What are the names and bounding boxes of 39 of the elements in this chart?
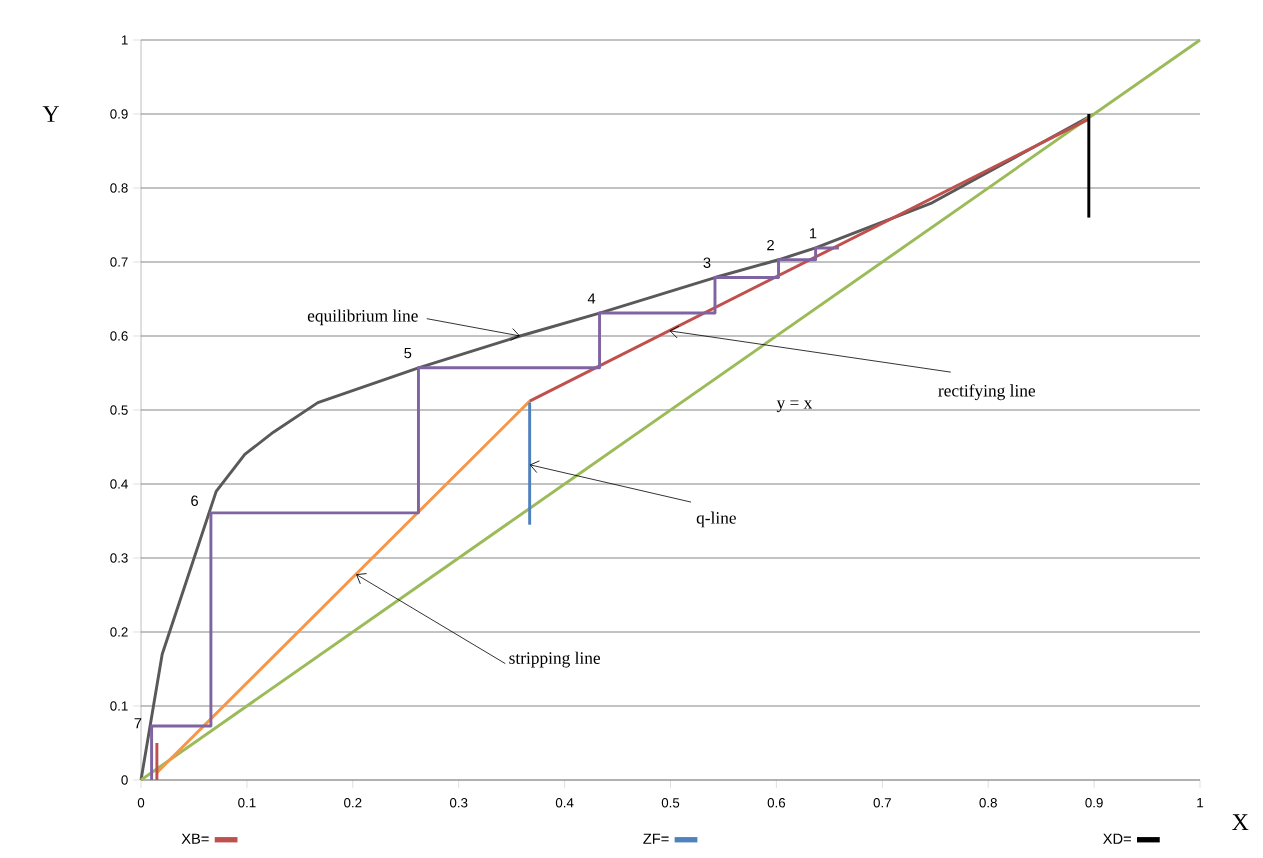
x-tick-label: 0.8	[979, 798, 997, 808]
y-tick-label: 0.8	[110, 183, 128, 193]
y-tick-label: 0.6	[110, 331, 128, 341]
x-tick-label: 0.3	[449, 798, 468, 808]
annotation: 6	[191, 495, 198, 506]
x-tick-label: 1	[1197, 798, 1204, 808]
annotation: 1	[809, 228, 817, 239]
y-tick-label: 0.5	[110, 405, 128, 415]
annotation: 2	[767, 239, 774, 251]
annotation: q-line	[696, 511, 736, 528]
y-tick-label: 0.7	[110, 257, 128, 267]
annotation: rectifying line	[938, 384, 1036, 401]
annotation: equilibrium line	[307, 309, 418, 326]
legend-label: XD=	[1103, 833, 1131, 844]
y-tick-label: 0.4	[110, 479, 128, 489]
y-tick-label: 0.9	[110, 109, 128, 119]
annotation: 7	[134, 718, 142, 729]
annotation: y = x	[776, 400, 813, 413]
legend-label: XB=	[181, 833, 209, 844]
x-axis-title: X	[1232, 814, 1249, 831]
y-tick-label: 0	[121, 775, 128, 785]
annotation: 5	[404, 347, 412, 359]
y-axis-title: Y	[42, 106, 60, 122]
x-tick-label: 0.4	[555, 798, 574, 808]
x-tick-label: 0	[137, 798, 145, 808]
legend-label: ZF=	[643, 833, 669, 844]
x-tick-label: 0.2	[344, 798, 362, 808]
x-tick-label: 0.6	[767, 798, 786, 808]
x-tick-label: 0.7	[873, 798, 891, 808]
x-tick-label: 0.5	[661, 798, 680, 808]
annotation: 3	[703, 257, 711, 268]
x-tick-label: 0.1	[238, 798, 256, 808]
y-tick-label: 1	[121, 35, 128, 45]
x-tick-label: 0.9	[1085, 798, 1103, 808]
y-tick-label: 0.3	[110, 553, 128, 563]
y-tick-label: 0.2	[110, 627, 128, 637]
annotation: 4	[587, 293, 596, 304]
annotation: stripping line	[509, 651, 601, 668]
y-tick-label: 0.1	[110, 701, 128, 711]
